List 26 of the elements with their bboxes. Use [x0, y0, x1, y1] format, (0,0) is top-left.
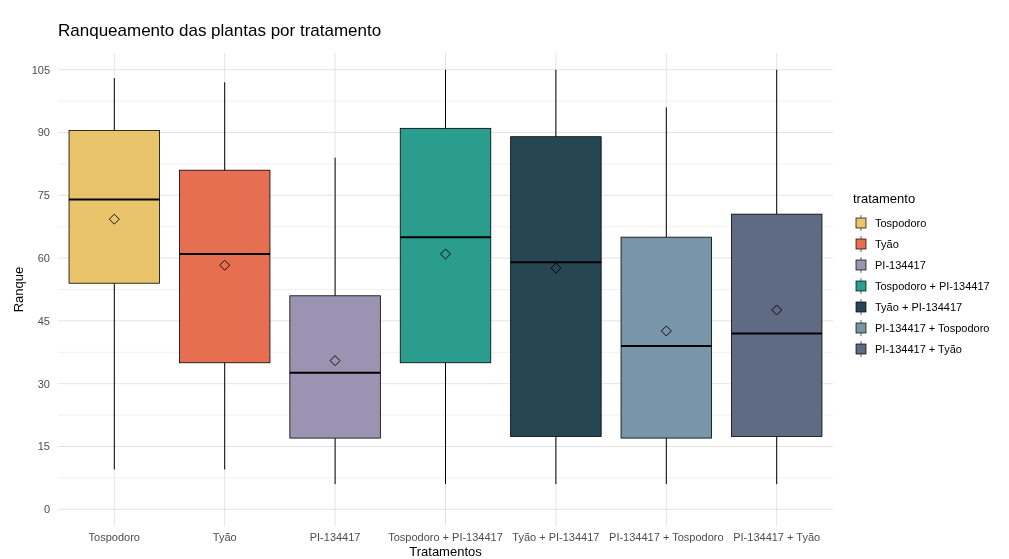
- legend-label: Tyão + PI-134417: [875, 300, 963, 313]
- legend-title: tratamento: [853, 191, 916, 206]
- chart-title: Ranqueamento das plantas por tratamento: [58, 21, 382, 40]
- y-tick-label: 105: [31, 63, 50, 76]
- legend-label: PI-134417: [875, 258, 926, 271]
- y-tick-label: 45: [37, 314, 50, 327]
- y-tick-label: 0: [43, 503, 50, 516]
- x-tick-label: PI-134417 + Tyão: [733, 531, 821, 543]
- x-axis-title: Tratamentos: [409, 544, 483, 559]
- x-tick-label: PI-134417: [309, 531, 361, 543]
- x-tick-label: Tyão + PI-134417: [512, 531, 600, 543]
- legend-label: Tospodoro + PI-134417: [875, 279, 990, 292]
- y-tick-label: 15: [37, 440, 50, 453]
- legend-label: PI-134417 + Tyão: [875, 342, 962, 355]
- legend-label: Tospodoro: [875, 216, 927, 229]
- legend-label: Tyão: [875, 237, 899, 250]
- y-tick-label: 60: [37, 251, 50, 264]
- x-tick-label: Tospodoro + PI-134417: [388, 531, 503, 543]
- y-tick-label: 90: [37, 126, 50, 139]
- legend-label: PI-134417 + Tospodoro: [875, 321, 990, 334]
- y-tick-label: 75: [37, 189, 50, 202]
- x-tick-label: Tospodoro: [88, 531, 140, 543]
- x-tick-label: Tyão: [212, 531, 237, 543]
- y-tick-label: 30: [37, 377, 50, 390]
- x-tick-label: PI-134417 + Tospodoro: [609, 531, 724, 543]
- y-axis-title: Ranque: [11, 266, 26, 313]
